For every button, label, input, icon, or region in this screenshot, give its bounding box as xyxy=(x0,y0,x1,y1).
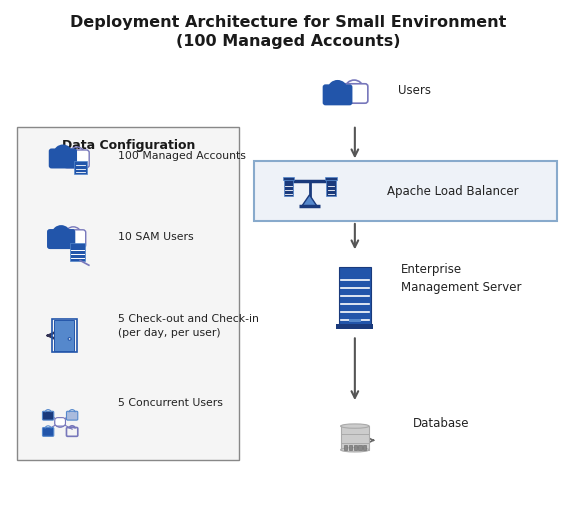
FancyBboxPatch shape xyxy=(340,84,368,103)
Circle shape xyxy=(328,80,347,97)
Ellipse shape xyxy=(340,424,369,428)
FancyBboxPatch shape xyxy=(254,161,557,221)
Text: 5 Concurrent Users: 5 Concurrent Users xyxy=(118,398,223,408)
FancyBboxPatch shape xyxy=(323,84,353,106)
FancyBboxPatch shape xyxy=(64,150,89,168)
FancyBboxPatch shape xyxy=(54,320,74,351)
FancyBboxPatch shape xyxy=(327,180,336,196)
FancyBboxPatch shape xyxy=(55,418,65,426)
Text: Apache Load Balancer: Apache Load Balancer xyxy=(387,185,518,198)
FancyBboxPatch shape xyxy=(61,230,86,248)
FancyBboxPatch shape xyxy=(48,149,77,168)
FancyBboxPatch shape xyxy=(364,445,366,450)
FancyBboxPatch shape xyxy=(66,411,78,420)
FancyBboxPatch shape xyxy=(339,267,371,325)
Circle shape xyxy=(68,337,71,340)
FancyBboxPatch shape xyxy=(283,177,294,180)
FancyBboxPatch shape xyxy=(17,127,239,460)
Circle shape xyxy=(55,418,65,427)
FancyBboxPatch shape xyxy=(354,445,357,450)
Text: 5 Check-out and Check-in
(per day, per user): 5 Check-out and Check-in (per day, per u… xyxy=(118,315,259,337)
Text: Database: Database xyxy=(413,417,469,431)
Text: Data Configuration: Data Configuration xyxy=(62,139,195,152)
Circle shape xyxy=(52,225,70,241)
Polygon shape xyxy=(302,195,317,206)
FancyBboxPatch shape xyxy=(43,411,54,420)
Circle shape xyxy=(54,145,72,161)
Text: Enterprise
Management Server: Enterprise Management Server xyxy=(401,263,522,294)
FancyBboxPatch shape xyxy=(325,177,337,180)
FancyBboxPatch shape xyxy=(47,229,75,249)
FancyBboxPatch shape xyxy=(43,427,54,436)
FancyBboxPatch shape xyxy=(344,445,347,450)
FancyBboxPatch shape xyxy=(336,324,373,329)
Text: (100 Managed Accounts): (100 Managed Accounts) xyxy=(176,34,401,49)
Text: 10 SAM Users: 10 SAM Users xyxy=(118,231,194,242)
FancyBboxPatch shape xyxy=(70,243,85,261)
FancyBboxPatch shape xyxy=(349,319,361,322)
FancyBboxPatch shape xyxy=(358,445,362,450)
FancyBboxPatch shape xyxy=(349,445,352,450)
FancyBboxPatch shape xyxy=(284,180,294,196)
FancyBboxPatch shape xyxy=(340,426,369,450)
Text: 100 Managed Accounts: 100 Managed Accounts xyxy=(118,151,246,161)
Text: Deployment Architecture for Small Environment: Deployment Architecture for Small Enviro… xyxy=(70,15,507,30)
Text: Users: Users xyxy=(398,84,431,98)
Ellipse shape xyxy=(340,448,369,452)
FancyBboxPatch shape xyxy=(74,161,87,175)
